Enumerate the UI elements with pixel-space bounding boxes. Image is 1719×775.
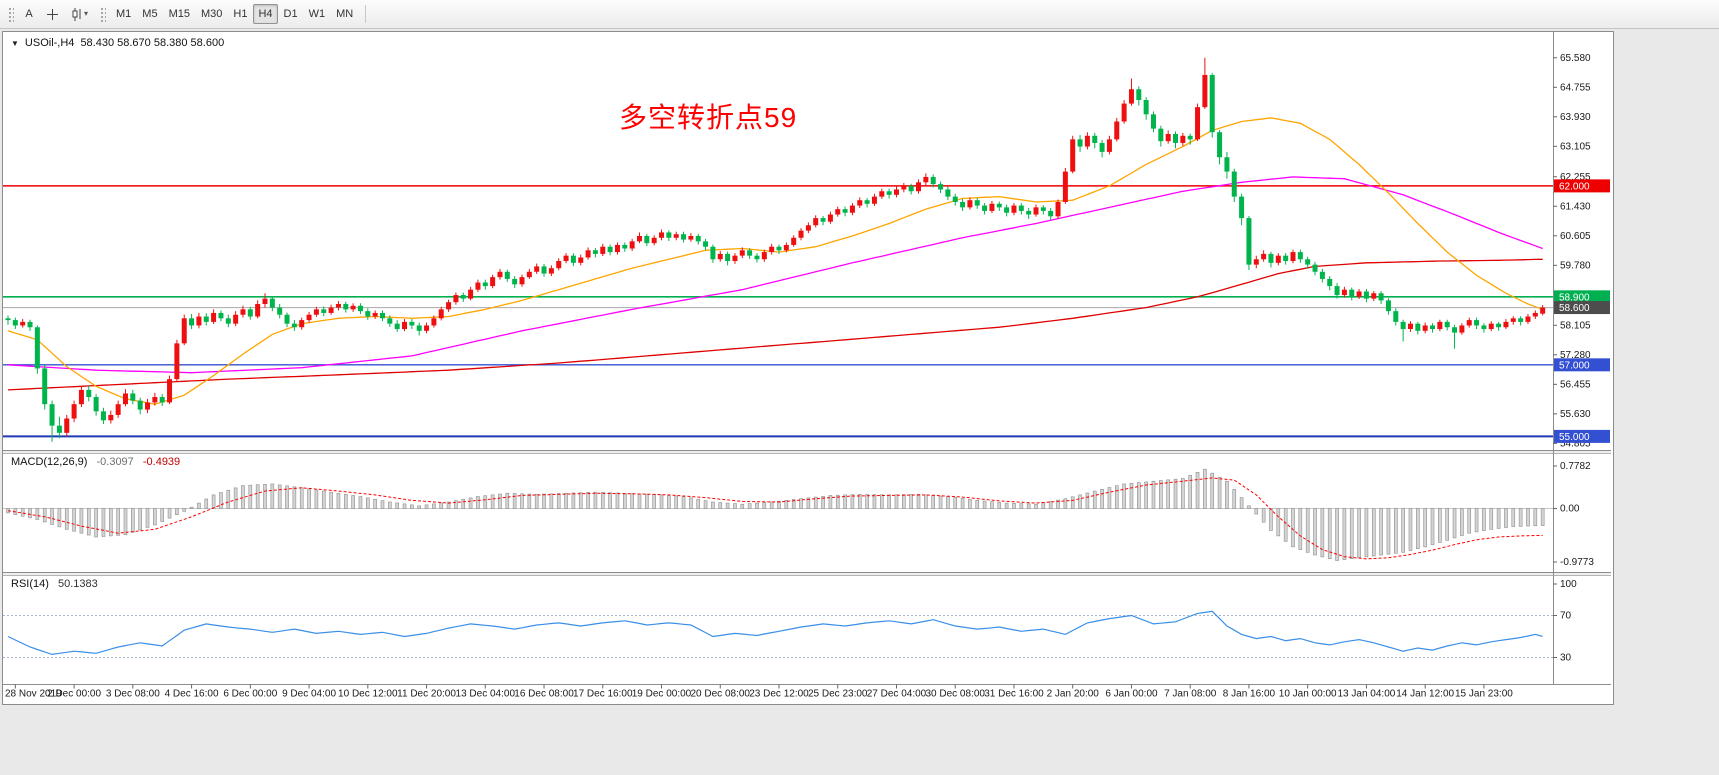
- rsi-panel: [3, 610, 1553, 658]
- svg-text:13 Jan 04:00: 13 Jan 04:00: [1338, 689, 1396, 700]
- chart-type-button[interactable]: ▾: [66, 4, 94, 24]
- svg-text:31 Dec 16:00: 31 Dec 16:00: [984, 689, 1044, 700]
- svg-text:54.805: 54.805: [1560, 438, 1591, 449]
- chart-canvas[interactable]: 65.580 64.755 63.930 63.105 62.255 61.430 60.6…: [3, 32, 1611, 702]
- timeframe-button-mn[interactable]: MN: [331, 4, 358, 24]
- toolbar-drag-handle[interactable]: [7, 6, 14, 22]
- svg-text:20 Dec 08:00: 20 Dec 08:00: [691, 689, 751, 700]
- macd-label: MACD(12,26,9) -0.3097 -0.4939: [11, 456, 180, 468]
- candlestick-icon: [72, 7, 81, 21]
- svg-text:58.600: 58.600: [1559, 303, 1590, 314]
- toolbar: A ▾ M1 M5 M15 M30 H1 H4 D1 W1 MN: [0, 0, 1719, 29]
- svg-text:58.900: 58.900: [1559, 292, 1590, 303]
- svg-text:70: 70: [1560, 611, 1572, 622]
- text-tool-button[interactable]: A: [19, 4, 39, 24]
- svg-text:8 Jan 16:00: 8 Jan 16:00: [1223, 689, 1276, 700]
- svg-text:-0.9773: -0.9773: [1560, 557, 1594, 568]
- svg-text:4 Dec 16:00: 4 Dec 16:00: [165, 689, 219, 700]
- svg-text:58.105: 58.105: [1560, 320, 1591, 331]
- svg-text:25 Dec 23:00: 25 Dec 23:00: [808, 689, 868, 700]
- svg-text:30: 30: [1560, 653, 1572, 664]
- svg-text:14 Jan 12:00: 14 Jan 12:00: [1396, 689, 1454, 700]
- timeframe-button-m30[interactable]: M30: [196, 4, 227, 24]
- svg-text:55.630: 55.630: [1560, 409, 1591, 420]
- svg-text:9 Dec 04:00: 9 Dec 04:00: [282, 689, 336, 700]
- timeframe-button-h4[interactable]: H4: [253, 4, 278, 24]
- svg-text:62.000: 62.000: [1559, 181, 1590, 192]
- rsi-label: RSI(14) 50.1383: [11, 578, 98, 590]
- price-panel: [3, 117, 1553, 438]
- crosshair-tool-button[interactable]: [41, 4, 64, 24]
- svg-text:6 Dec 00:00: 6 Dec 00:00: [223, 689, 277, 700]
- svg-text:13 Dec 04:00: 13 Dec 04:00: [456, 689, 516, 700]
- svg-text:63.105: 63.105: [1560, 141, 1591, 152]
- svg-text:56.455: 56.455: [1560, 379, 1591, 390]
- timeframe-button-w1[interactable]: W1: [304, 4, 331, 24]
- rsi-name: RSI(14): [11, 578, 49, 590]
- svg-text:11 Dec 20:00: 11 Dec 20:00: [397, 689, 456, 700]
- svg-text:16 Dec 08:00: 16 Dec 08:00: [514, 689, 574, 700]
- price-scale[interactable]: 65.580 64.755 63.930 63.105 62.255 61.430 60.6…: [1553, 32, 1610, 684]
- timeframe-button-m15[interactable]: M15: [164, 4, 195, 24]
- text-tool-label: A: [25, 8, 33, 20]
- svg-text:10 Dec 12:00: 10 Dec 12:00: [338, 689, 398, 700]
- svg-text:15 Jan 23:00: 15 Jan 23:00: [1455, 689, 1513, 700]
- svg-text:30 Dec 08:00: 30 Dec 08:00: [925, 689, 985, 700]
- rsi-value: 50.1383: [57, 578, 98, 590]
- svg-text:0.00: 0.00: [1560, 504, 1580, 515]
- chart-title: ▼ USOil-,H4 58.430 58.670 58.380 58.600: [11, 37, 224, 49]
- chevron-down-icon: ▾: [84, 9, 89, 18]
- svg-text:27 Dec 04:00: 27 Dec 04:00: [867, 689, 927, 700]
- macd-panel: [3, 468, 1553, 561]
- svg-text:6 Jan 00:00: 6 Jan 00:00: [1105, 689, 1158, 700]
- timeframe-button-m5[interactable]: M5: [137, 4, 162, 24]
- svg-text:0.7782: 0.7782: [1560, 461, 1591, 472]
- toolbar-drag-handle-2[interactable]: [99, 6, 107, 22]
- svg-text:63.930: 63.930: [1560, 112, 1591, 123]
- toolbar-separator: [365, 5, 367, 23]
- svg-text:19 Dec 00:00: 19 Dec 00:00: [632, 689, 692, 700]
- macd-signal-value: -0.4939: [142, 456, 181, 468]
- crosshair-icon: [47, 8, 58, 20]
- svg-text:59.780: 59.780: [1560, 260, 1591, 271]
- candles: [5, 57, 1546, 442]
- svg-text:65.580: 65.580: [1560, 53, 1591, 64]
- chart-window: 65.580 64.755 63.930 63.105 62.255 61.430 60.6…: [2, 31, 1614, 705]
- svg-text:62.255: 62.255: [1560, 172, 1591, 183]
- svg-text:100: 100: [1560, 579, 1577, 590]
- svg-text:60.605: 60.605: [1560, 231, 1591, 242]
- svg-text:17 Dec 16:00: 17 Dec 16:00: [573, 689, 633, 700]
- ma-red-line: [7, 258, 1543, 391]
- svg-text:2 Dec 00:00: 2 Dec 00:00: [47, 689, 101, 700]
- chart-symbol: USOil-,H4: [24, 37, 75, 49]
- macd-signal-line: [7, 477, 1543, 560]
- chart-ohlc: 58.430 58.670 58.380 58.600: [80, 37, 225, 49]
- svg-text:28 Nov 2019: 28 Nov 2019: [5, 689, 62, 700]
- svg-text:2 Jan 20:00: 2 Jan 20:00: [1047, 689, 1100, 700]
- svg-text:57.000: 57.000: [1559, 360, 1590, 371]
- timeframe-button-m1[interactable]: M1: [111, 4, 136, 24]
- svg-text:64.755: 64.755: [1560, 82, 1591, 93]
- rsi-line: [7, 610, 1543, 656]
- svg-text:55.000: 55.000: [1559, 432, 1590, 443]
- ma-magenta-line: [7, 176, 1543, 374]
- chart-annotation[interactable]: 多空转折点59: [619, 102, 798, 133]
- macd-name: MACD(12,26,9): [11, 456, 88, 468]
- svg-text:10 Jan 00:00: 10 Jan 00:00: [1279, 689, 1337, 700]
- timeframe-button-h1[interactable]: H1: [228, 4, 252, 24]
- macd-main-value: -0.3097: [96, 456, 134, 468]
- svg-text:3 Dec 08:00: 3 Dec 08:00: [106, 689, 160, 700]
- svg-text:57.280: 57.280: [1560, 350, 1591, 361]
- chart-menu-icon[interactable]: ▼: [11, 38, 19, 48]
- svg-text:23 Dec 12:00: 23 Dec 12:00: [749, 689, 809, 700]
- timeframe-group: M1 M5 M15 M30 H1 H4 D1 W1 MN: [111, 4, 358, 24]
- svg-text:61.430: 61.430: [1560, 201, 1591, 212]
- svg-text:7 Jan 08:00: 7 Jan 08:00: [1164, 689, 1217, 700]
- ma-orange-line: [7, 117, 1543, 405]
- timeframe-button-d1[interactable]: D1: [279, 4, 303, 24]
